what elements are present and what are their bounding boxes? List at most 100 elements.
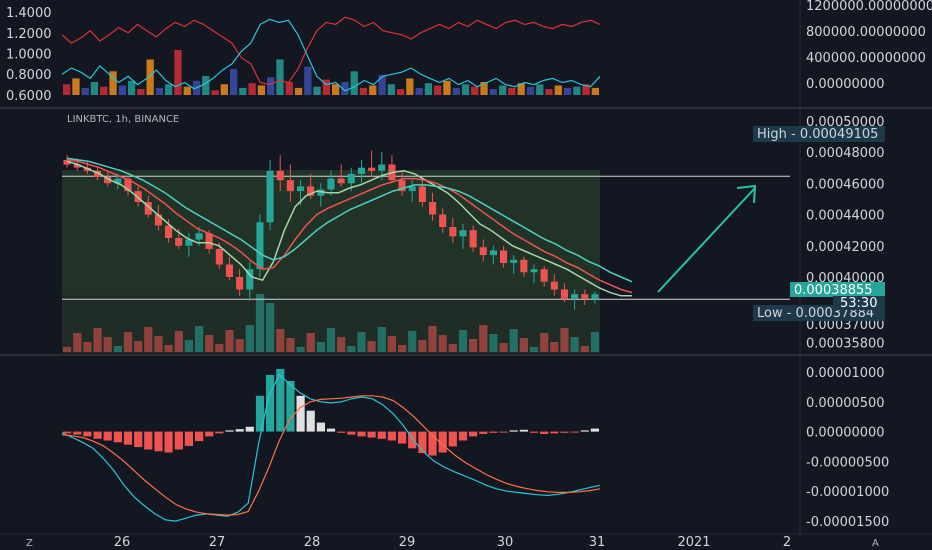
candle-body <box>63 159 71 165</box>
macd-histogram-bar <box>123 431 133 445</box>
osc-y-tick-label: 1.0000 <box>6 48 52 63</box>
osc-volume-bar <box>350 71 358 95</box>
osc-volume-bar <box>415 87 423 95</box>
macd-histogram-bar <box>469 431 478 437</box>
candle-body <box>571 294 579 299</box>
candle-body <box>469 230 477 248</box>
osc-volume-bar <box>369 85 377 95</box>
osc-volume-bar <box>100 86 108 95</box>
candle-body <box>347 173 355 184</box>
price-volume-bar <box>184 340 193 352</box>
price-volume-bar <box>580 346 589 352</box>
macd-histogram-bar <box>63 431 72 434</box>
osc-volume-bar <box>202 76 210 95</box>
price-volume-bar <box>154 336 163 352</box>
candle-body <box>134 191 142 202</box>
price-volume-bar <box>266 303 275 352</box>
x-tick-label: 30 <box>497 535 514 550</box>
macd-histogram-bar <box>184 431 193 446</box>
macd-histogram-bar <box>174 431 183 450</box>
corner-left-marker[interactable]: Z <box>26 538 33 549</box>
macd-histogram-bar <box>489 431 498 433</box>
countdown-timer: 53:30 <box>840 296 877 311</box>
osc-volume-bar <box>452 87 460 95</box>
price-volume-bar <box>377 327 386 352</box>
macd-histogram-bar <box>479 431 488 434</box>
price-y-tick-label: 0.00042000 <box>806 240 885 255</box>
timer-badge <box>833 296 885 310</box>
osc-volume-bar <box>563 87 572 95</box>
ma-fast-line <box>66 160 632 297</box>
candle-body <box>408 186 416 192</box>
oscillator-pane: 1.4000 1.2000 1.0000 0.8000 0.6000 1200000.00… <box>6 0 932 104</box>
price-volume-bar <box>337 337 346 352</box>
macd-histogram-bar <box>164 431 173 453</box>
price-volume-bar <box>113 346 122 352</box>
candle-body <box>104 177 112 184</box>
macd-histogram-bar <box>144 431 153 450</box>
macd-histogram-bar <box>103 431 112 441</box>
price-volume-bar <box>469 339 478 352</box>
price-volume-bar <box>225 330 234 352</box>
price-volume-bar <box>479 325 488 352</box>
price-volume-bar <box>245 325 254 352</box>
osc-y-tick-label: 0.6000 <box>6 89 52 104</box>
macd-pane: 0.00001000 0.00000500 0.00000000 -0.0000050… <box>61 366 889 530</box>
candle-body <box>398 180 406 192</box>
corner-right-marker[interactable]: A <box>872 538 879 549</box>
candle-body <box>165 225 173 238</box>
candle-body <box>124 178 132 192</box>
osc-volume-bar <box>378 74 386 95</box>
forecast-arrow-line[interactable] <box>657 187 756 293</box>
osc-volume-bar <box>313 86 321 95</box>
price-volume-bar <box>367 341 376 352</box>
osc-volume-bar <box>508 87 516 95</box>
osc-volume-bar <box>257 85 266 95</box>
macd-histogram-bar <box>509 430 518 432</box>
osc-volume-bar <box>322 79 330 95</box>
osc-volume-bar <box>591 87 599 95</box>
candle-body <box>337 178 345 184</box>
price-volume-bar <box>499 343 508 352</box>
high-label-bg <box>753 126 885 142</box>
candle-body <box>540 269 548 282</box>
macd-histogram-bar <box>83 431 92 437</box>
price-volume-bar <box>123 332 133 352</box>
price-volume-bar <box>347 346 356 352</box>
x-tick-label: 28 <box>304 535 321 550</box>
osc-volume-bar <box>285 82 293 95</box>
price-volume-bar <box>590 332 599 352</box>
osc-volume-bar <box>155 87 164 95</box>
price-volume-bar <box>357 332 366 352</box>
price-volume-bar <box>398 345 407 352</box>
price-volume-bar <box>418 340 427 352</box>
macd-y-tick-label: -0.00001500 <box>806 515 889 530</box>
candle-body <box>418 186 426 202</box>
osc-volume-bar <box>211 90 219 95</box>
candle-body <box>276 170 284 181</box>
candle-body <box>500 250 508 263</box>
osc-volume-bar <box>137 89 145 95</box>
candle-body <box>317 189 325 196</box>
osc-volume-bar <box>220 84 228 95</box>
osc-right-tick-label: 800000.00000000 <box>806 25 926 40</box>
osc-volume-bar <box>332 84 340 95</box>
candle-body <box>246 269 254 290</box>
macd-histogram-bar <box>134 431 143 448</box>
osc-volume-bar <box>573 86 581 95</box>
osc-right-tick-label: 0.00000000 <box>806 77 885 92</box>
price-volume-bar <box>255 294 265 352</box>
price-volume-bar <box>235 339 244 352</box>
candle-body <box>175 238 183 246</box>
macd-y-tick-label: 0.00000500 <box>806 396 885 411</box>
candle-body <box>479 247 487 256</box>
osc-volume-bar <box>109 71 117 95</box>
forecast-arrow-head[interactable] <box>736 184 757 204</box>
macd-histogram-bar <box>326 428 336 432</box>
candle-body <box>215 248 223 265</box>
osc-y-tick-label: 0.8000 <box>6 68 52 83</box>
ma-slow-line <box>66 157 633 283</box>
price-volume-bar <box>408 331 417 352</box>
macd-y-tick-label: -0.00001000 <box>806 485 889 500</box>
